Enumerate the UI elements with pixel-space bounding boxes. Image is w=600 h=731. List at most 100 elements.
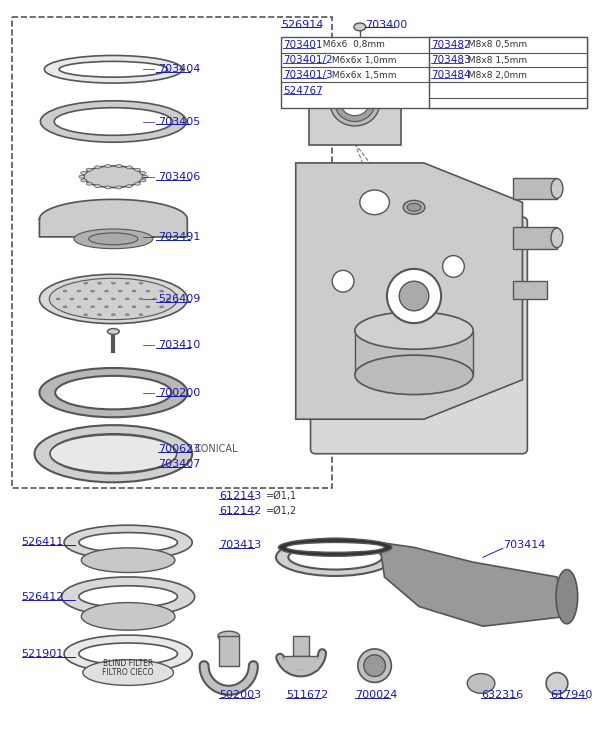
Ellipse shape xyxy=(467,673,495,693)
Ellipse shape xyxy=(91,290,95,292)
Ellipse shape xyxy=(286,542,385,553)
Ellipse shape xyxy=(50,434,176,474)
Ellipse shape xyxy=(40,274,187,324)
Ellipse shape xyxy=(84,298,88,300)
Text: 703401/2: 703401/2 xyxy=(283,56,332,65)
Text: 617940: 617940 xyxy=(550,690,592,700)
Text: FILTRO CIECO: FILTRO CIECO xyxy=(103,668,154,677)
Text: 524767: 524767 xyxy=(283,86,323,96)
Text: BLIND FILTER: BLIND FILTER xyxy=(103,659,153,668)
Ellipse shape xyxy=(356,57,364,62)
Ellipse shape xyxy=(341,92,368,115)
Text: 703482: 703482 xyxy=(431,39,470,50)
Ellipse shape xyxy=(142,175,148,178)
Ellipse shape xyxy=(74,229,153,249)
Ellipse shape xyxy=(140,172,146,175)
Bar xyxy=(512,178,557,200)
Ellipse shape xyxy=(546,673,568,694)
Text: 703405: 703405 xyxy=(158,116,200,126)
Ellipse shape xyxy=(98,298,101,300)
Ellipse shape xyxy=(139,282,143,284)
Text: M8x8 1,5mm: M8x8 1,5mm xyxy=(465,56,527,65)
Ellipse shape xyxy=(407,203,421,211)
Ellipse shape xyxy=(118,306,122,308)
Ellipse shape xyxy=(358,649,391,683)
Ellipse shape xyxy=(84,166,143,188)
Ellipse shape xyxy=(40,101,187,143)
Ellipse shape xyxy=(139,314,143,316)
Ellipse shape xyxy=(35,425,192,482)
Text: 526409: 526409 xyxy=(158,294,200,304)
Ellipse shape xyxy=(112,282,115,284)
Text: 703413: 703413 xyxy=(219,540,261,550)
Polygon shape xyxy=(380,542,567,626)
Ellipse shape xyxy=(116,164,122,167)
FancyBboxPatch shape xyxy=(281,37,587,107)
Ellipse shape xyxy=(40,368,187,417)
Text: M6x6  0,8mm: M6x6 0,8mm xyxy=(317,40,385,49)
FancyBboxPatch shape xyxy=(311,217,527,454)
Text: 703401/3: 703401/3 xyxy=(283,70,332,80)
Ellipse shape xyxy=(330,82,380,126)
Bar xyxy=(283,656,319,670)
Ellipse shape xyxy=(83,660,173,686)
Text: 632316: 632316 xyxy=(481,690,523,700)
Ellipse shape xyxy=(160,290,164,292)
Bar xyxy=(355,330,473,375)
Ellipse shape xyxy=(49,279,178,319)
Ellipse shape xyxy=(387,269,441,323)
Ellipse shape xyxy=(335,86,374,121)
Ellipse shape xyxy=(55,376,172,409)
Ellipse shape xyxy=(54,107,173,135)
Ellipse shape xyxy=(360,190,389,215)
Ellipse shape xyxy=(551,228,563,248)
Ellipse shape xyxy=(59,61,167,77)
Ellipse shape xyxy=(107,328,119,335)
Polygon shape xyxy=(296,163,523,419)
Text: 703407: 703407 xyxy=(158,458,200,469)
Ellipse shape xyxy=(105,164,111,167)
Text: 703483: 703483 xyxy=(431,56,470,65)
Ellipse shape xyxy=(146,306,150,308)
Ellipse shape xyxy=(105,186,111,189)
Text: 526411: 526411 xyxy=(22,537,64,548)
Ellipse shape xyxy=(112,298,115,300)
Ellipse shape xyxy=(104,306,109,308)
Ellipse shape xyxy=(556,569,578,624)
Ellipse shape xyxy=(81,172,86,175)
Text: 502003: 502003 xyxy=(219,690,261,700)
Ellipse shape xyxy=(98,282,101,284)
Ellipse shape xyxy=(218,631,239,641)
Ellipse shape xyxy=(355,355,473,395)
Ellipse shape xyxy=(112,314,115,316)
Ellipse shape xyxy=(63,290,67,292)
Ellipse shape xyxy=(91,306,95,308)
Ellipse shape xyxy=(95,185,101,188)
Text: 521901: 521901 xyxy=(22,649,64,659)
Ellipse shape xyxy=(70,298,74,300)
Ellipse shape xyxy=(50,435,176,472)
Ellipse shape xyxy=(443,256,464,277)
Ellipse shape xyxy=(126,185,132,188)
Ellipse shape xyxy=(332,270,354,292)
Text: 612143: 612143 xyxy=(219,491,261,501)
Ellipse shape xyxy=(146,290,150,292)
Ellipse shape xyxy=(125,298,129,300)
Text: 700200: 700200 xyxy=(158,387,200,398)
Text: 703414: 703414 xyxy=(503,540,545,550)
Ellipse shape xyxy=(64,635,192,673)
Ellipse shape xyxy=(167,298,170,300)
Ellipse shape xyxy=(77,290,81,292)
FancyBboxPatch shape xyxy=(429,37,587,107)
Ellipse shape xyxy=(276,539,394,576)
Ellipse shape xyxy=(63,306,67,308)
Ellipse shape xyxy=(125,282,129,284)
Ellipse shape xyxy=(56,298,60,300)
Ellipse shape xyxy=(104,290,109,292)
Text: 703410: 703410 xyxy=(158,341,200,350)
Ellipse shape xyxy=(278,539,392,556)
Ellipse shape xyxy=(134,168,140,171)
Ellipse shape xyxy=(82,602,175,630)
Ellipse shape xyxy=(125,314,129,316)
Bar xyxy=(512,227,557,249)
